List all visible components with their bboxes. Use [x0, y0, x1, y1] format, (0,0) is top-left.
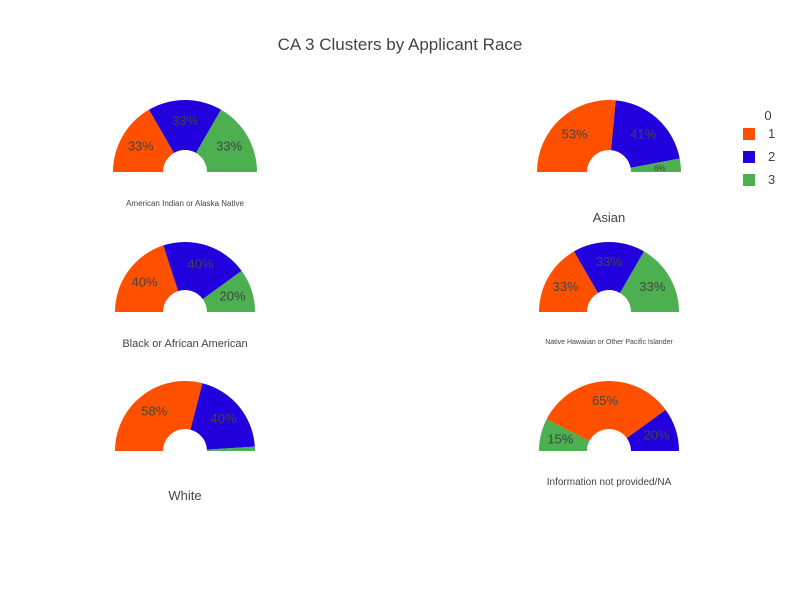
slice-2[interactable]: [626, 409, 679, 451]
slice-label: 40%: [211, 411, 237, 426]
pie-label: Information not provided/NA: [547, 477, 672, 488]
pie-label: White: [168, 488, 201, 503]
legend-item-2[interactable]: 2: [743, 149, 775, 164]
semi-donut-information-not-provided-na[interactable]: 15% 65% 20% Information not provided/NA: [539, 381, 679, 488]
chart-title: CA 3 Clusters by Applicant Race: [278, 35, 523, 54]
slice-label: 33%: [128, 139, 154, 154]
slice-3[interactable]: [539, 419, 590, 451]
slice-label: 15%: [547, 431, 573, 446]
pie-label: American Indian or Alaska Native: [126, 199, 244, 208]
slice-2[interactable]: [611, 100, 680, 168]
slice-1[interactable]: [537, 100, 616, 172]
slice-2[interactable]: [190, 383, 255, 450]
legend-label: 2: [768, 149, 775, 164]
pie-label: Native Hawaiian or Other Pacific Islande…: [545, 339, 673, 346]
slice-3[interactable]: [630, 158, 681, 172]
legend-swatch: [743, 151, 755, 163]
slice-label: 20%: [644, 428, 670, 443]
legend-label: 1: [768, 126, 775, 141]
pie-label: Asian: [593, 210, 626, 225]
slice-2[interactable]: [574, 241, 644, 293]
slice-label: 6%: [654, 164, 666, 173]
semi-donut-white[interactable]: 58% 40% White: [115, 381, 255, 503]
slice-2[interactable]: [163, 242, 242, 300]
semi-donut-american-indian-or-alaska-native[interactable]: 33% 33% 33% American Indian or Alaska Nativ…: [113, 100, 257, 208]
slice-1[interactable]: [113, 109, 174, 172]
slice-label: 33%: [216, 139, 242, 154]
semi-donut-asian[interactable]: 53% 41% 6% Asian: [537, 100, 681, 225]
semi-donut-native-hawaiian-or-other-pacific-islander[interactable]: 33% 33% 33% Native Hawaiian or Other Pacifi…: [539, 241, 679, 346]
slice-label: 33%: [172, 113, 198, 128]
slice-label: 65%: [592, 393, 618, 408]
slice-label: 53%: [562, 126, 588, 141]
slice-1[interactable]: [539, 251, 598, 312]
slice-label: 40%: [187, 256, 213, 271]
slice-label: 40%: [132, 275, 158, 290]
legend[interactable]: 0 1 2 3: [743, 108, 775, 187]
pie-grid: 33% 33% 33% American Indian or Alaska Nativ…: [113, 100, 681, 503]
legend-label: 3: [768, 172, 775, 187]
slice-label: 41%: [630, 126, 656, 141]
slice-3[interactable]: [206, 446, 255, 451]
legend-item-3[interactable]: 3: [743, 172, 775, 187]
slice-label: 33%: [553, 279, 579, 294]
slice-1[interactable]: [546, 381, 666, 442]
pie-label: Black or African American: [122, 338, 247, 350]
legend-item-1[interactable]: 1: [743, 126, 775, 141]
legend-title: 0: [764, 108, 771, 123]
slice-1[interactable]: [115, 381, 203, 451]
slice-label: 33%: [596, 254, 622, 269]
slice-label: 33%: [639, 279, 665, 294]
slice-3[interactable]: [202, 270, 255, 312]
legend-swatch: [743, 128, 755, 140]
semi-donut-black-or-african-american[interactable]: 40% 40% 20% Black or African American: [115, 242, 255, 350]
legend-swatch: [743, 174, 755, 186]
slice-1[interactable]: [115, 245, 179, 312]
slice-3[interactable]: [196, 109, 257, 172]
slice-3[interactable]: [620, 251, 679, 312]
slice-label: 20%: [220, 289, 246, 304]
slice-2[interactable]: [149, 100, 221, 153]
slice-label: 58%: [141, 403, 167, 418]
